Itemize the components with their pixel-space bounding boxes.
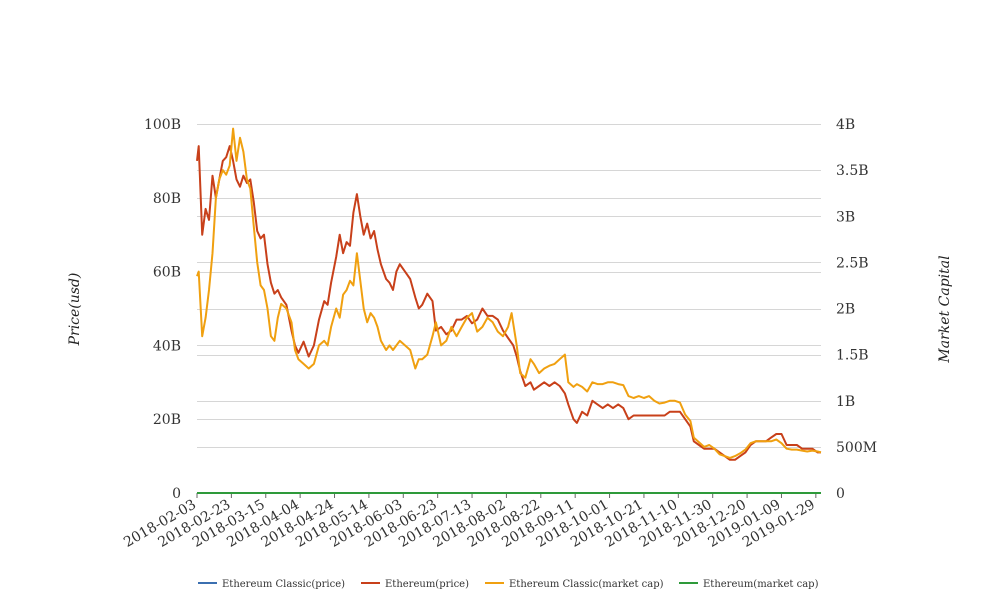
right-y-tick-label: 0 xyxy=(836,486,845,502)
left-y-tick-label: 0 xyxy=(172,486,181,502)
left-y-axis-ticks: 0 20B 40B 60B 80B 100B xyxy=(144,117,181,502)
series-lines xyxy=(196,127,822,494)
right-y-tick-label: 500M xyxy=(836,440,877,456)
legend-label: Ethereum(market cap) xyxy=(703,579,819,590)
left-y-tick-label: 60B xyxy=(153,265,181,281)
legend: Ethereum Classic(price) Ethereum(price) Et… xyxy=(198,579,819,590)
legend-label: Ethereum Classic(market cap) xyxy=(509,579,664,590)
right-y-tick-label: 3B xyxy=(836,209,855,225)
left-y-tick-label: 100B xyxy=(144,117,181,133)
right-y-tick-label: 4B xyxy=(836,117,855,133)
legend-label: Ethereum(price) xyxy=(385,579,469,590)
left-y-tick-label: 20B xyxy=(153,412,181,428)
series-line-2 xyxy=(196,127,822,459)
right-y-axis-ticks: 0 500M 1B 1.5B 2B 2.5B 3B 3.5B 4B xyxy=(836,117,877,502)
grid-lines xyxy=(197,124,821,448)
right-y-tick-label: 1.5B xyxy=(836,348,869,364)
left-y-tick-label: 40B xyxy=(153,338,181,354)
series-line-1 xyxy=(196,145,821,461)
left-y-tick-label: 80B xyxy=(153,191,181,207)
x-axis-ticks: 2018-02-032018-02-232018-03-152018-04-04… xyxy=(121,493,818,551)
legend-label: Ethereum Classic(price) xyxy=(222,579,345,590)
right-axis-title: Market Capital xyxy=(937,255,953,363)
right-y-tick-label: 2B xyxy=(836,302,855,318)
left-axis-title: Price(usd) xyxy=(67,273,83,347)
right-y-tick-label: 3.5B xyxy=(836,163,869,179)
right-y-tick-label: 1B xyxy=(836,394,855,410)
right-y-tick-label: 2.5B xyxy=(836,255,869,271)
